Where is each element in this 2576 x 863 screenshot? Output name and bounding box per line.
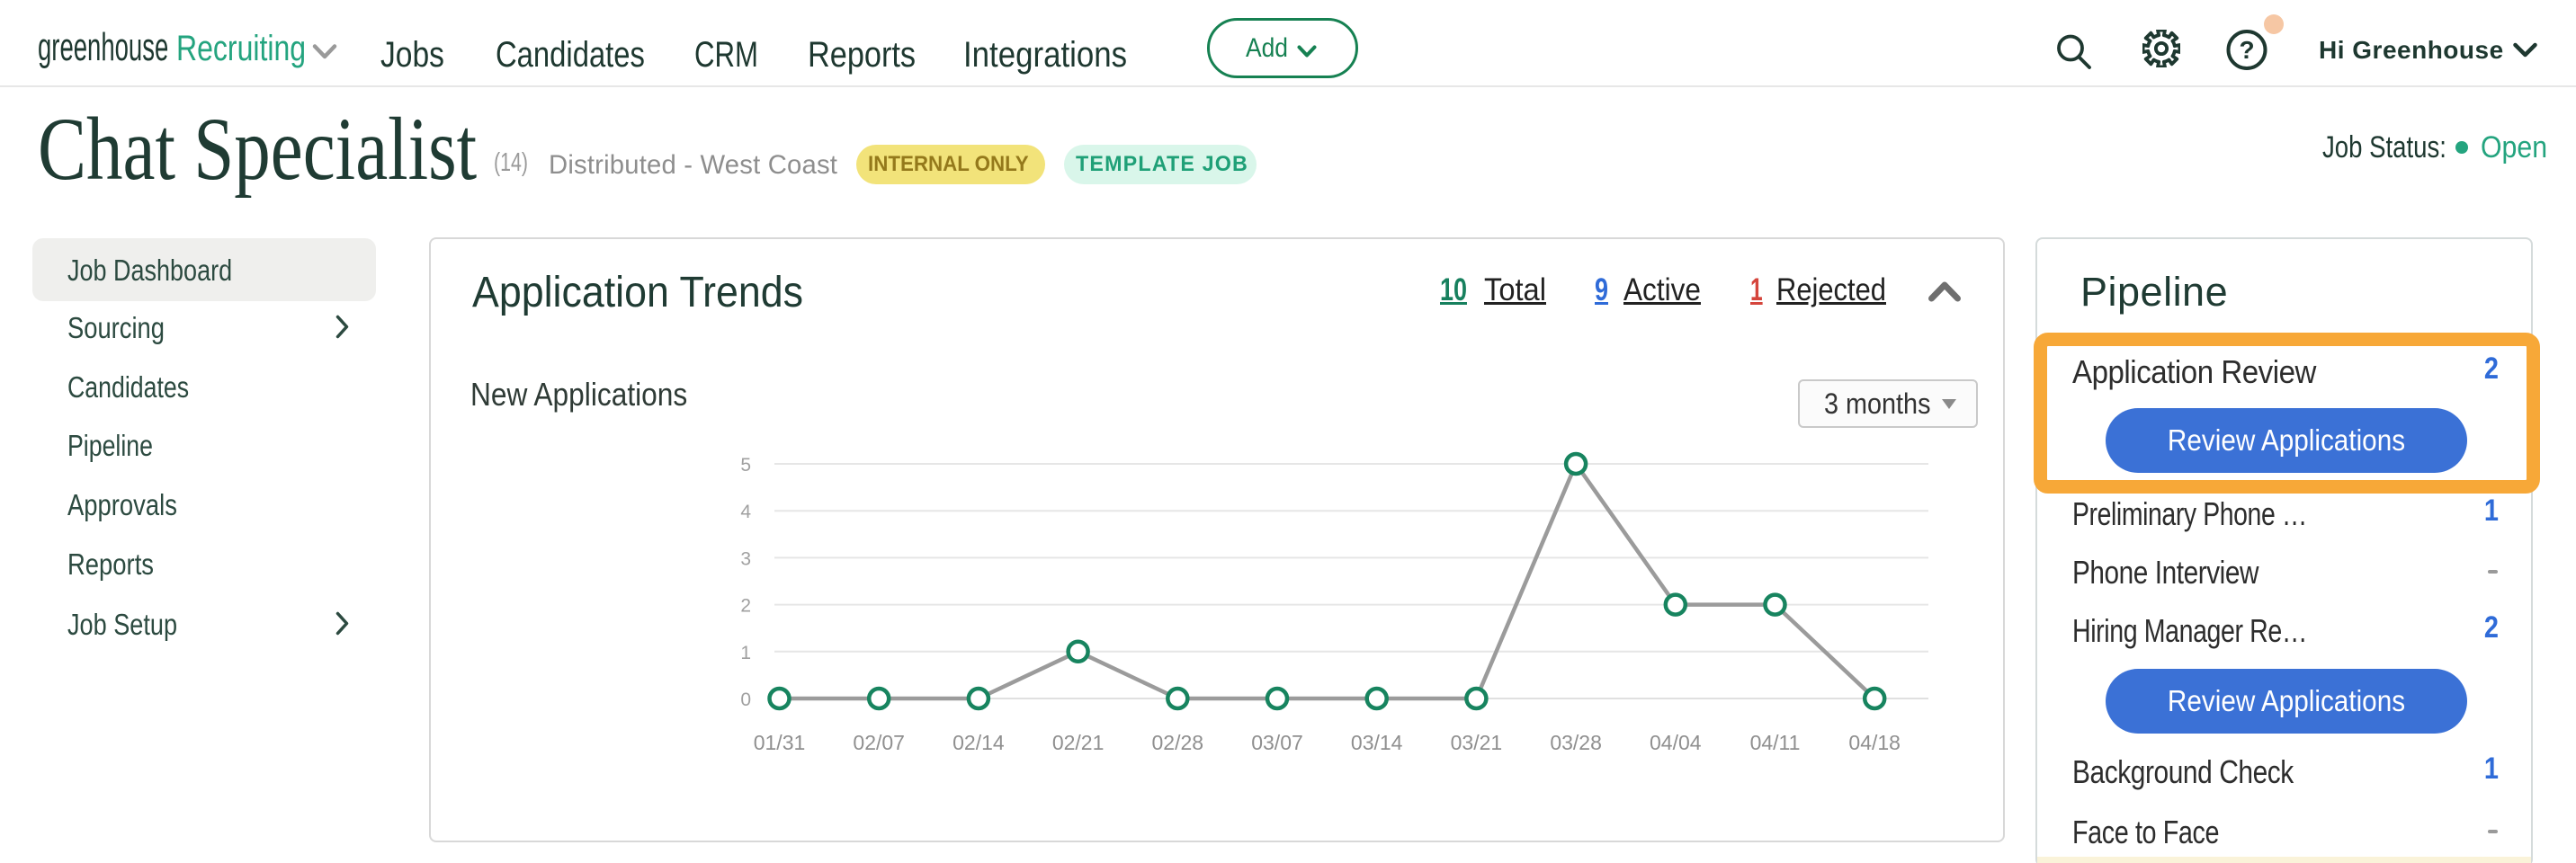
svg-text:5: 5 bbox=[740, 455, 751, 476]
svg-text:02/07: 02/07 bbox=[853, 731, 905, 754]
svg-text:?: ? bbox=[2239, 36, 2254, 64]
svg-text:02/21: 02/21 bbox=[1052, 731, 1105, 754]
svg-text:02/14: 02/14 bbox=[953, 731, 1005, 754]
svg-text:04/18: 04/18 bbox=[1848, 731, 1901, 754]
svg-text:03/28: 03/28 bbox=[1550, 731, 1602, 754]
svg-text:02/28: 02/28 bbox=[1152, 731, 1204, 754]
svg-text:01/31: 01/31 bbox=[754, 731, 806, 754]
svg-text:03/21: 03/21 bbox=[1451, 731, 1503, 754]
svg-text:03/07: 03/07 bbox=[1251, 731, 1303, 754]
svg-text:4: 4 bbox=[740, 502, 751, 522]
svg-text:2: 2 bbox=[740, 596, 751, 617]
svg-text:04/11: 04/11 bbox=[1750, 731, 1801, 754]
svg-text:04/04: 04/04 bbox=[1650, 731, 1702, 754]
svg-text:0: 0 bbox=[740, 690, 751, 710]
svg-text:1: 1 bbox=[740, 643, 751, 663]
svg-text:03/14: 03/14 bbox=[1351, 731, 1403, 754]
svg-text:3: 3 bbox=[740, 548, 751, 569]
